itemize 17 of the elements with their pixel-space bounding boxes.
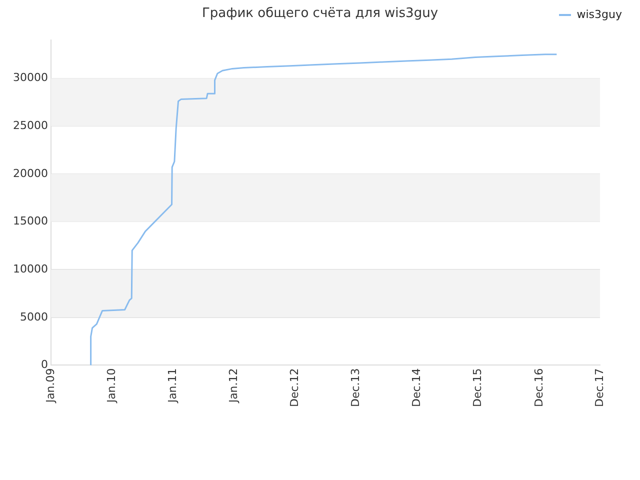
y-tick-label: 20000 <box>12 166 48 180</box>
y-tick-label: 5000 <box>20 310 48 324</box>
y-tick-label: 15000 <box>12 214 48 228</box>
x-tick-label: Dec.13 <box>349 368 362 407</box>
y-tick-label: 10000 <box>12 262 48 276</box>
x-tick-label: Jan.11 <box>166 368 179 404</box>
x-tick-label: Dec.15 <box>471 368 484 407</box>
x-tick-label: Dec.17 <box>592 368 606 407</box>
chart-title: График общего счёта для wis3guy <box>202 6 438 21</box>
y-tick-label: 25000 <box>12 118 48 132</box>
x-tick-label: Dec.16 <box>532 368 546 407</box>
x-tick-label: Jan.12 <box>227 368 240 404</box>
y-tick-label: 30000 <box>12 71 48 84</box>
x-tick-label: Dec.14 <box>410 368 424 407</box>
x-tick-label: Dec.12 <box>288 368 302 407</box>
x-tick-label: Jan.10 <box>104 368 118 404</box>
legend-label: wis3guy <box>576 8 622 21</box>
